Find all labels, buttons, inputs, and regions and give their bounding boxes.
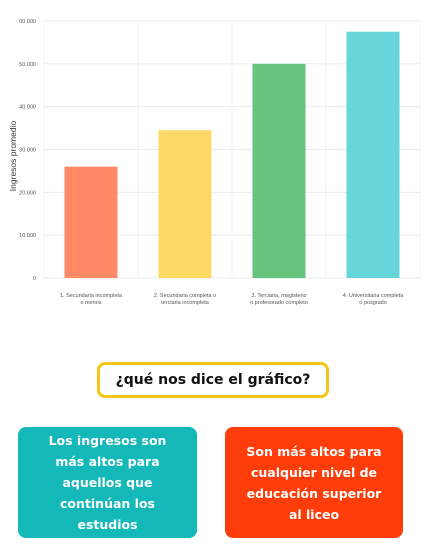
y-tick-label: 40.000	[19, 105, 36, 111]
answer-card-right: Son más altos para cualquier nivel de ed…	[225, 427, 403, 538]
bar-1	[64, 166, 118, 278]
bar-3	[252, 63, 306, 279]
y-tick-label: 60.000	[19, 19, 36, 25]
y-axis-label: Ingresos promedio	[8, 121, 18, 192]
bar-4	[346, 31, 400, 279]
chart-bars	[64, 31, 400, 279]
x-tick-label: 2. Secundaria completa o terciaria incomp…	[154, 293, 216, 306]
y-axis-ticks: 0 10.000 20.000 30.000 40.000 50.000 60.000	[19, 19, 36, 282]
y-tick-label: 0	[33, 276, 36, 282]
x-axis-labels: 1. Secundaria incompleta o menos 2. Secund…	[60, 293, 404, 306]
bar-chart: 0 10.000 20.000 30.000 40.000 50.000 60.000 1.…	[8, 19, 421, 306]
y-tick-label: 50.000	[19, 62, 36, 68]
answer-card-left: Los ingresos son más altos para aquellos…	[18, 427, 197, 538]
y-tick-label: 30.000	[19, 148, 36, 154]
x-tick-label: 4. Universitaria completa o posgrado	[343, 293, 404, 306]
x-tick-label: 1. Secundaria incompleta o menos	[60, 293, 123, 306]
answer-card-right-text: Son más altos para cualquier nivel de ed…	[246, 443, 382, 522]
x-tick-label: 3. Terciaria, magisterio o profesorado co…	[250, 293, 308, 306]
bar-2	[158, 130, 212, 278]
answer-card-left-text: Los ingresos son más altos para aquellos…	[48, 433, 167, 532]
y-tick-label: 10.000	[19, 233, 36, 239]
y-tick-label: 20.000	[19, 190, 36, 196]
question-banner: ¿qué nos dice el gráfico?	[97, 362, 329, 398]
